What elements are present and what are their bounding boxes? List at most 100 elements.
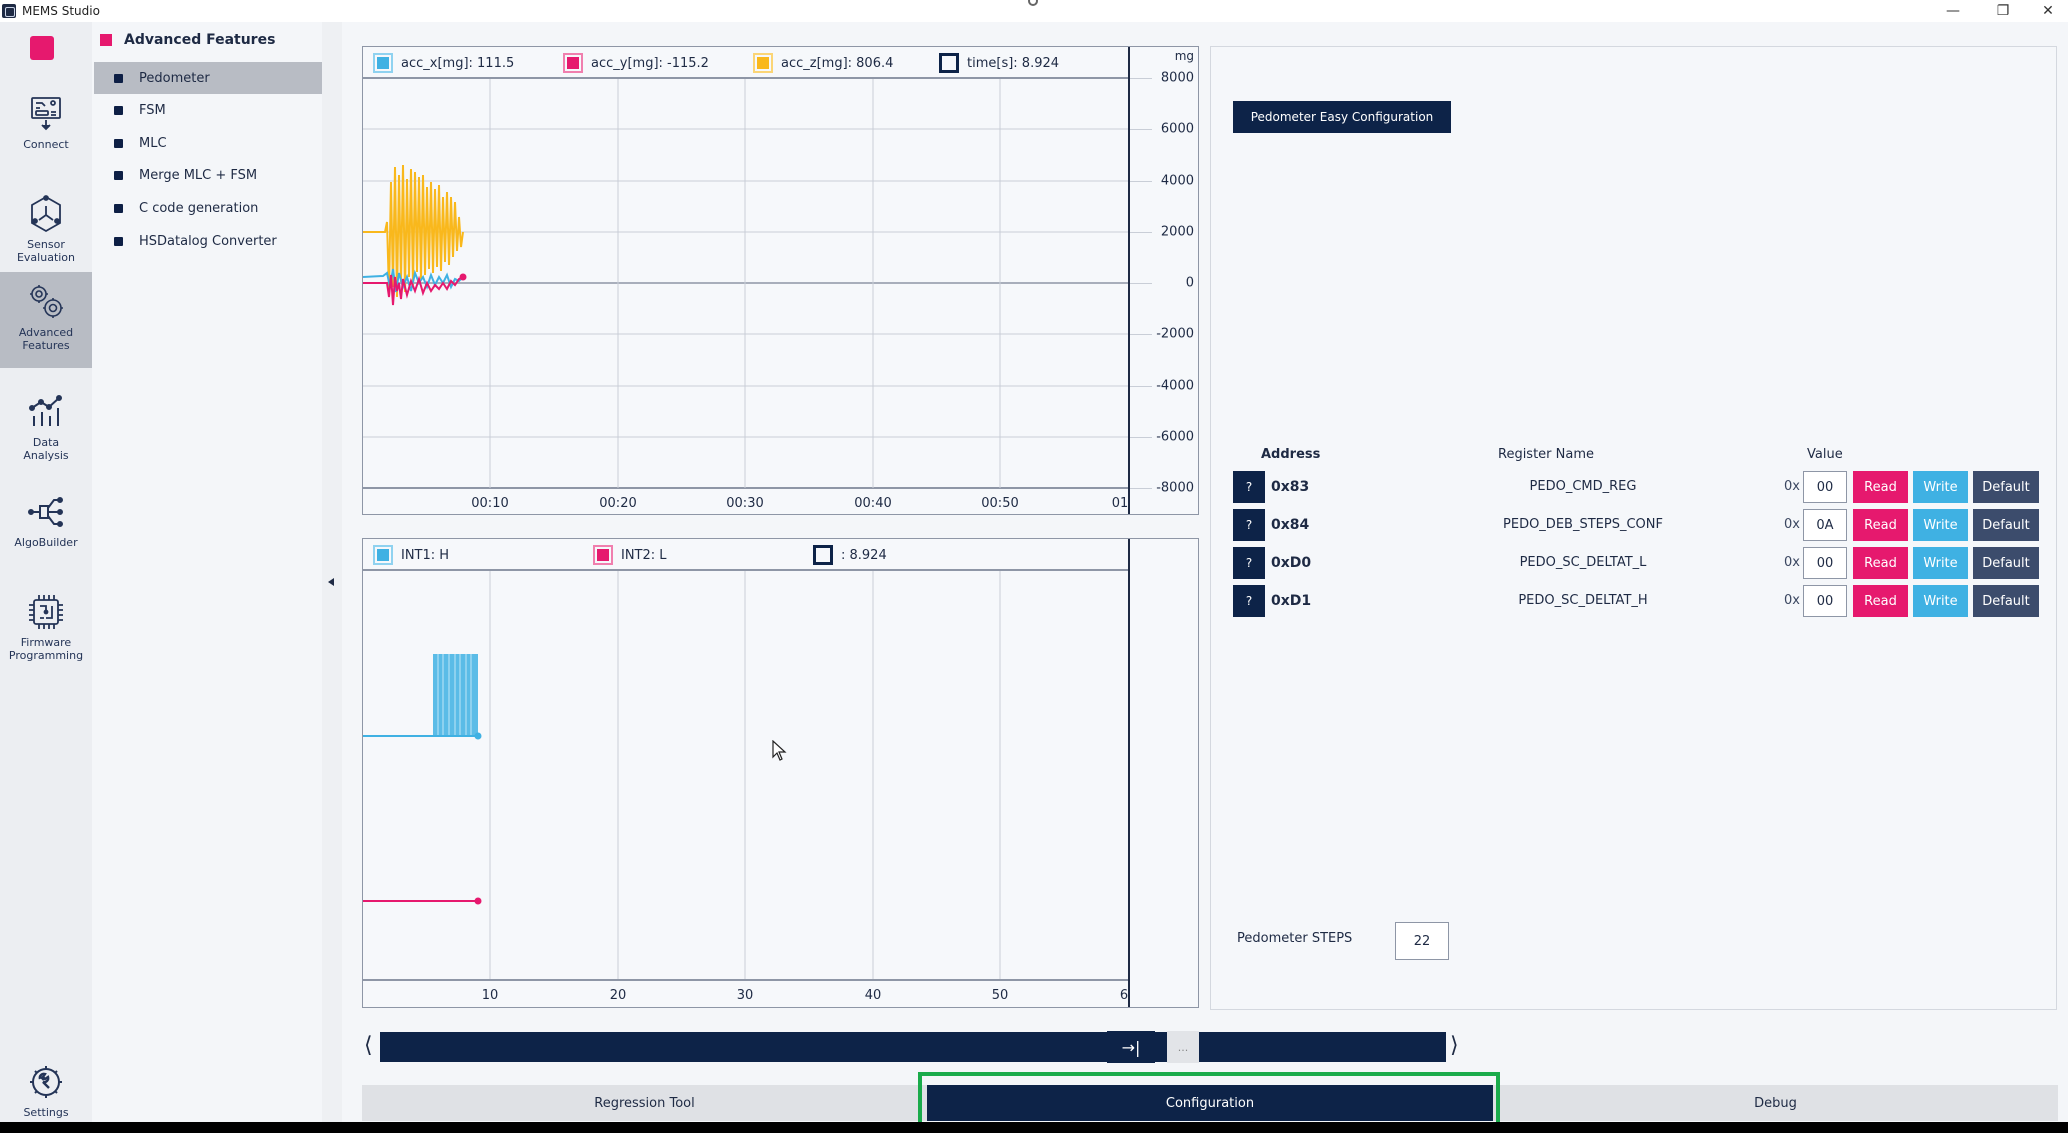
rail-item-connect[interactable]: Connect — [0, 84, 92, 180]
submenu-item-merge-mlc-fsm[interactable]: Merge MLC + FSM — [94, 159, 322, 191]
legend-acc-y[interactable]: acc_y[mg]: -115.2 — [563, 53, 709, 73]
default-button[interactable]: Default — [1973, 585, 2039, 617]
rail-item-firmware-programming[interactable]: Firmware Programming — [0, 582, 92, 678]
help-button[interactable]: ? — [1233, 471, 1265, 503]
bullet-icon — [114, 170, 123, 180]
chip-icon — [29, 595, 63, 629]
connect-icon — [31, 97, 61, 131]
x-tick: 00:30 — [726, 496, 764, 511]
register-name: PEDO_DEB_STEPS_CONF — [1503, 517, 1663, 532]
rail-item-advanced-features[interactable]: Advanced Features — [0, 272, 92, 368]
accelerometer-chart[interactable]: acc_x[mg]: 111.5 acc_y[mg]: -115.2 acc_z… — [362, 46, 1199, 515]
default-button[interactable]: Default — [1973, 509, 2039, 541]
st-logo-icon — [30, 36, 54, 60]
register-row: ? 0x83 PEDO_CMD_REG 0x Read Write Defaul… — [1233, 471, 2043, 503]
read-button[interactable]: Read — [1853, 471, 1908, 503]
close-button[interactable]: ✕ — [2042, 3, 2054, 19]
scrollbar-thumb[interactable] — [380, 1032, 1446, 1062]
x-tick: 00:20 — [599, 496, 637, 511]
yellow-swatch-icon — [753, 53, 773, 73]
register-value-input[interactable] — [1803, 547, 1847, 579]
write-button[interactable]: Write — [1913, 471, 1968, 503]
maximize-button[interactable]: ❐ — [1996, 3, 2010, 19]
x-tick: 20 — [609, 988, 627, 1003]
register-address: 0xD0 — [1271, 555, 1312, 571]
write-button[interactable]: Write — [1913, 547, 1968, 579]
register-address: 0x84 — [1271, 517, 1310, 533]
app-logo-icon — [2, 4, 16, 18]
y-tick-mark — [1130, 232, 1152, 233]
chart-legend: acc_x[mg]: 111.5 acc_y[mg]: -115.2 acc_z… — [363, 47, 1128, 79]
pedometer-easy-configuration-button[interactable]: Pedometer Easy Configuration — [1233, 101, 1451, 133]
help-button[interactable]: ? — [1233, 547, 1265, 579]
jump-to-end-button[interactable]: →| — [1107, 1031, 1155, 1063]
chart-legend: INT1: H INT2: L : 8.924 — [363, 539, 1128, 571]
hex-prefix: 0x — [1784, 555, 1800, 570]
rail-item-settings[interactable]: Settings — [0, 1052, 92, 1122]
register-row: ? 0xD1 PEDO_SC_DELTAT_H 0x Read Write De… — [1233, 585, 2043, 617]
y-tick-mark — [1130, 283, 1152, 284]
scroll-right-icon[interactable]: ⟩ — [1450, 1033, 1459, 1058]
hex-prefix: 0x — [1784, 593, 1800, 608]
x-tick: 30 — [736, 988, 754, 1003]
bullet-icon — [114, 236, 123, 246]
legend-int2[interactable]: INT2: L — [593, 545, 667, 565]
tab-debug[interactable]: Debug — [1754, 1095, 1797, 1111]
legend-acc-z[interactable]: acc_z[mg]: 806.4 — [753, 53, 893, 73]
pedometer-steps-label: Pedometer STEPS — [1237, 931, 1353, 946]
submenu-item-c-code-generation[interactable]: C code generation — [94, 192, 322, 224]
cyan-swatch-icon — [373, 53, 393, 73]
collapse-left-icon[interactable] — [328, 578, 334, 586]
tab-configuration[interactable]: Configuration — [927, 1085, 1493, 1121]
register-value-input[interactable] — [1803, 585, 1847, 617]
bullet-icon — [114, 105, 123, 115]
sensor-evaluation-icon — [31, 195, 61, 233]
y-tick: 2000 — [1160, 224, 1194, 240]
interrupts-chart[interactable]: INT1: H INT2: L : 8.924 — [362, 538, 1199, 1008]
tab-regression-tool[interactable]: Regression Tool — [594, 1095, 695, 1111]
timeline-scrollbar: ⟨ ⟩ — [362, 1030, 1459, 1064]
submenu-item-mlc[interactable]: MLC — [94, 127, 322, 159]
default-button[interactable]: Default — [1973, 547, 2039, 579]
help-button[interactable]: ? — [1233, 585, 1265, 617]
bullet-icon — [114, 73, 123, 83]
y-tick: -6000 — [1156, 429, 1194, 445]
submenu-title: Advanced Features — [100, 32, 275, 48]
interrupts-plot — [363, 571, 1128, 981]
x-tick: 50 — [991, 988, 1009, 1003]
default-button[interactable]: Default — [1973, 471, 2039, 503]
legend-acc-x[interactable]: acc_x[mg]: 111.5 — [373, 53, 514, 73]
more-options-button[interactable]: ... — [1167, 1031, 1199, 1063]
legend-time[interactable]: time[s]: 8.924 — [939, 53, 1059, 73]
minimize-button[interactable]: — — [1946, 3, 1960, 19]
register-value-input[interactable] — [1803, 509, 1847, 541]
submenu-collapse-handle[interactable] — [322, 22, 342, 1122]
x-tick: 00:10 — [471, 496, 509, 511]
read-button[interactable]: Read — [1853, 509, 1908, 541]
register-name: PEDO_CMD_REG — [1529, 479, 1637, 494]
x-tick: 00:40 — [854, 496, 892, 511]
help-button[interactable]: ? — [1233, 509, 1265, 541]
submenu-item-pedometer[interactable]: Pedometer — [94, 62, 322, 94]
rail-item-data-analysis[interactable]: Data Analysis — [0, 382, 92, 478]
y-tick-mark — [1130, 181, 1152, 182]
register-value-input[interactable] — [1803, 471, 1847, 503]
loading-spinner-icon — [1028, 0, 1038, 6]
rail-label: Sensor Evaluation — [16, 238, 76, 264]
submenu-item-hsdatalog-converter[interactable]: HSDatalog Converter — [94, 225, 322, 257]
x-tick: 10 — [481, 988, 499, 1003]
rail-item-algobuilder[interactable]: AlgoBuilder — [0, 482, 92, 578]
rail-item-sensor-evaluation[interactable]: Sensor Evaluation — [0, 184, 92, 280]
legend-int1[interactable]: INT1: H — [373, 545, 449, 565]
read-button[interactable]: Read — [1853, 585, 1908, 617]
rail-label: Firmware Programming — [8, 636, 84, 662]
read-button[interactable]: Read — [1853, 547, 1908, 579]
legend-time[interactable]: : 8.924 — [813, 545, 887, 565]
y-tick: 8000 — [1160, 70, 1194, 86]
x-tick: 00:50 — [981, 496, 1019, 511]
icon-rail: Connect Sensor Evaluation Advanced Feature… — [0, 22, 92, 1122]
submenu-item-fsm[interactable]: FSM — [94, 94, 322, 126]
scroll-left-icon[interactable]: ⟨ — [364, 1033, 373, 1058]
write-button[interactable]: Write — [1913, 509, 1968, 541]
write-button[interactable]: Write — [1913, 585, 1968, 617]
